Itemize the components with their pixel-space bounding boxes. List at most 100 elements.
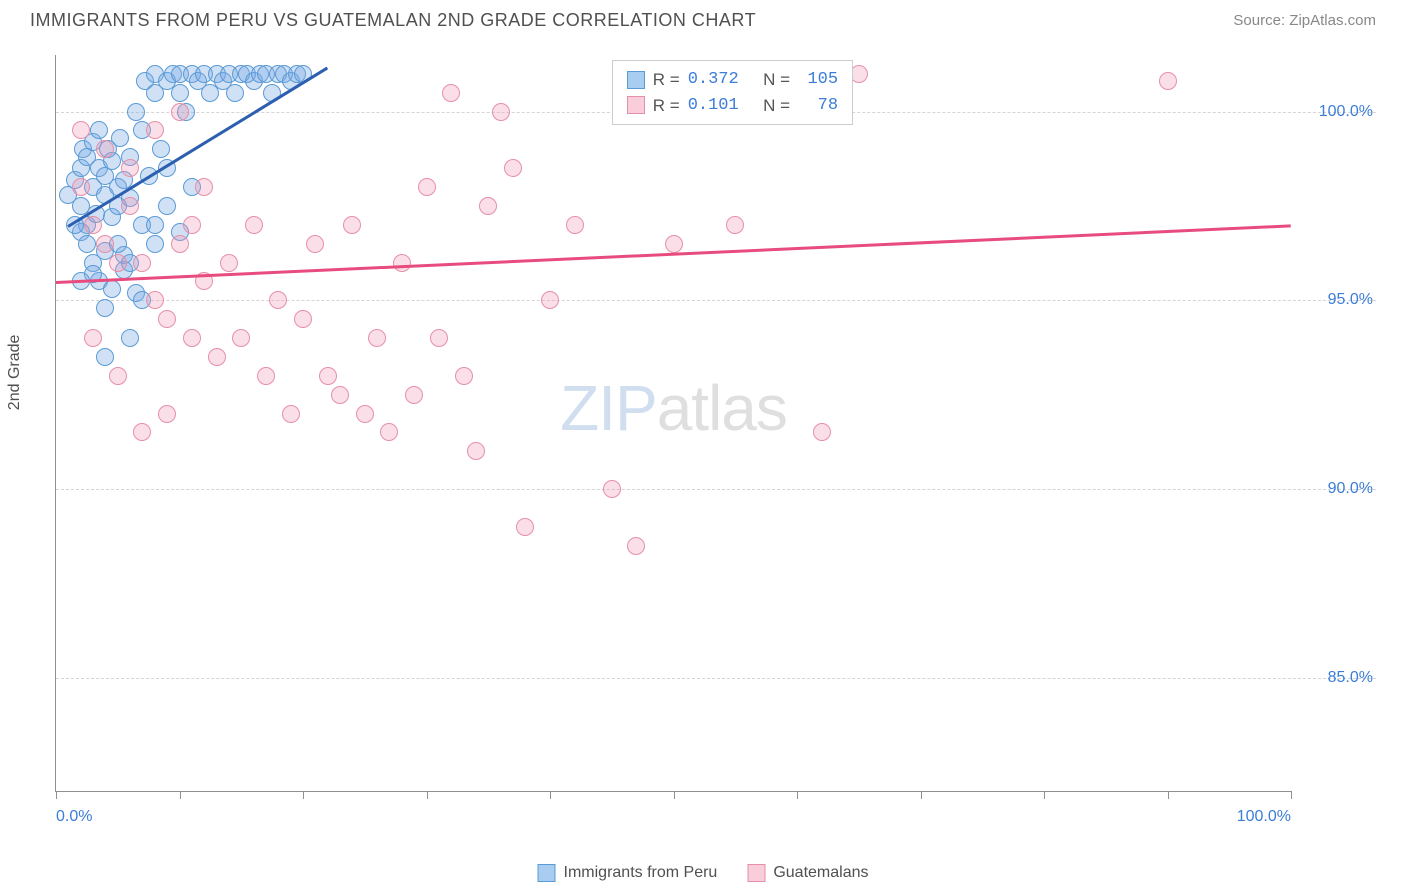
data-point [171, 103, 189, 121]
x-tick [303, 791, 304, 799]
data-point [566, 216, 584, 234]
data-point [245, 216, 263, 234]
data-point [208, 348, 226, 366]
data-point [479, 197, 497, 215]
data-point [133, 423, 151, 441]
legend-r-label: R = [653, 67, 680, 93]
data-point [380, 423, 398, 441]
data-point [282, 405, 300, 423]
data-point [96, 235, 114, 253]
legend-r-value: 0.101 [688, 93, 746, 119]
x-tick-label: 0.0% [56, 808, 92, 826]
legend-item: Guatemalans [747, 864, 868, 882]
data-point [220, 254, 238, 272]
data-point [306, 235, 324, 253]
gridline [56, 300, 1376, 301]
legend-swatch [747, 864, 765, 882]
x-tick [56, 791, 57, 799]
y-tick-label: 85.0% [1298, 669, 1373, 687]
x-tick [1168, 791, 1169, 799]
data-point [319, 367, 337, 385]
data-point [813, 423, 831, 441]
data-point [96, 348, 114, 366]
data-point [269, 291, 287, 309]
data-point [356, 405, 374, 423]
data-point [103, 280, 121, 298]
legend-swatch [627, 71, 645, 89]
plot-area: ZIPatlas R = 0.372 N = 105R = 0.101 N = … [55, 55, 1291, 792]
legend-row: R = 0.372 N = 105 [627, 67, 838, 93]
data-point [146, 121, 164, 139]
trend-line [56, 55, 1291, 791]
x-tick [427, 791, 428, 799]
data-point [158, 197, 176, 215]
data-point [127, 103, 145, 121]
trend-line [56, 55, 1291, 791]
watermark-zip: ZIP [560, 372, 657, 444]
x-tick [797, 791, 798, 799]
data-point [171, 235, 189, 253]
data-point [516, 518, 534, 536]
data-point [195, 178, 213, 196]
data-point [90, 121, 108, 139]
legend-r-value: 0.372 [688, 67, 746, 93]
x-tick [550, 791, 551, 799]
chart-header: IMMIGRANTS FROM PERU VS GUATEMALAN 2ND G… [0, 0, 1406, 51]
data-point [183, 329, 201, 347]
data-point [121, 197, 139, 215]
data-point [368, 329, 386, 347]
data-point [109, 367, 127, 385]
x-tick [921, 791, 922, 799]
gridline [56, 489, 1376, 490]
data-point [146, 235, 164, 253]
chart-title: IMMIGRANTS FROM PERU VS GUATEMALAN 2ND G… [30, 10, 756, 31]
data-point [158, 159, 176, 177]
data-point [331, 386, 349, 404]
legend-row: R = 0.101 N = 78 [627, 93, 838, 119]
series-legend: Immigrants from Peru Guatemalans [538, 864, 869, 882]
legend-n-label: N = [754, 93, 790, 119]
data-point [158, 310, 176, 328]
data-point [121, 159, 139, 177]
data-point [226, 84, 244, 102]
legend-r-label: R = [653, 93, 680, 119]
data-point [455, 367, 473, 385]
data-point [257, 367, 275, 385]
data-point [84, 216, 102, 234]
data-point [84, 329, 102, 347]
data-point [442, 84, 460, 102]
data-point [492, 103, 510, 121]
legend-n-label: N = [754, 67, 790, 93]
data-point [171, 84, 189, 102]
data-point [109, 254, 127, 272]
data-point [140, 167, 158, 185]
source-label: Source: [1233, 12, 1289, 29]
legend-item-label: Immigrants from Peru [564, 864, 718, 882]
data-point [96, 140, 114, 158]
data-point [232, 329, 250, 347]
data-point [78, 235, 96, 253]
data-point [343, 216, 361, 234]
data-point [665, 235, 683, 253]
data-point [195, 272, 213, 290]
x-tick [1291, 791, 1292, 799]
data-point [133, 254, 151, 272]
x-tick-label: 100.0% [1237, 808, 1291, 826]
y-tick-label: 90.0% [1298, 480, 1373, 498]
data-point [66, 216, 84, 234]
data-point [72, 178, 90, 196]
chart-container: 2nd Grade ZIPatlas R = 0.372 N = 105R = … [55, 55, 1376, 822]
data-point [467, 442, 485, 460]
data-point [121, 329, 139, 347]
data-point [393, 254, 411, 272]
data-point [146, 216, 164, 234]
watermark: ZIPatlas [560, 371, 787, 445]
data-point [504, 159, 522, 177]
data-point [183, 216, 201, 234]
data-point [294, 310, 312, 328]
correlation-legend: R = 0.372 N = 105R = 0.101 N = 78 [612, 60, 853, 125]
y-tick-label: 95.0% [1298, 291, 1373, 309]
y-tick-label: 100.0% [1298, 103, 1373, 121]
source-value: ZipAtlas.com [1289, 12, 1376, 29]
data-point [726, 216, 744, 234]
